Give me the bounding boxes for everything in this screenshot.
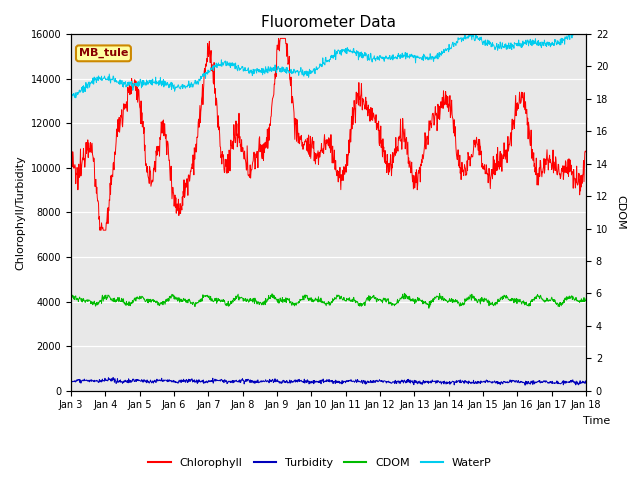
CDOM: [241, 298, 248, 303]
Turbidity: [67, 378, 75, 384]
WaterP: [291, 68, 299, 74]
Turbidity: [154, 378, 162, 384]
CDOM: [154, 302, 162, 308]
CDOM: [291, 303, 298, 309]
Chlorophyll: [96, 228, 104, 233]
Chlorophyll: [241, 155, 249, 161]
WaterP: [136, 80, 143, 86]
WaterP: [575, 23, 583, 29]
CDOM: [67, 293, 75, 299]
Y-axis label: Chlorophyll/Turbidity: Chlorophyll/Turbidity: [15, 155, 25, 270]
Title: Fluorometer Data: Fluorometer Data: [261, 15, 396, 30]
CDOM: [136, 296, 143, 302]
CDOM: [338, 295, 346, 301]
Text: MB_tule: MB_tule: [79, 48, 128, 59]
Line: CDOM: CDOM: [71, 293, 586, 308]
CDOM: [349, 296, 356, 302]
Turbidity: [291, 377, 299, 383]
Legend: Chlorophyll, Turbidity, CDOM, WaterP: Chlorophyll, Turbidity, CDOM, WaterP: [144, 453, 496, 472]
CDOM: [401, 290, 408, 296]
Turbidity: [109, 374, 117, 380]
WaterP: [67, 88, 75, 94]
Line: Turbidity: Turbidity: [71, 377, 586, 385]
Turbidity: [136, 378, 143, 384]
Chlorophyll: [67, 155, 75, 161]
Chlorophyll: [339, 177, 346, 182]
WaterP: [154, 79, 162, 85]
Line: WaterP: WaterP: [71, 26, 586, 102]
CDOM: [582, 296, 590, 301]
Chlorophyll: [291, 115, 299, 121]
Turbidity: [582, 379, 590, 385]
Turbidity: [349, 379, 356, 384]
Chlorophyll: [349, 121, 357, 127]
CDOM: [425, 305, 433, 311]
WaterP: [68, 99, 76, 105]
Y-axis label: CDOM: CDOM: [615, 195, 625, 229]
WaterP: [582, 23, 590, 29]
WaterP: [241, 65, 249, 71]
X-axis label: Time: Time: [583, 416, 610, 426]
WaterP: [339, 47, 346, 52]
Turbidity: [339, 378, 346, 384]
Line: Chlorophyll: Chlorophyll: [71, 38, 586, 230]
Turbidity: [521, 382, 529, 388]
Chlorophyll: [154, 147, 162, 153]
Turbidity: [241, 378, 249, 384]
Chlorophyll: [582, 148, 590, 154]
WaterP: [349, 50, 356, 56]
Chlorophyll: [136, 105, 143, 110]
Chlorophyll: [276, 36, 284, 41]
